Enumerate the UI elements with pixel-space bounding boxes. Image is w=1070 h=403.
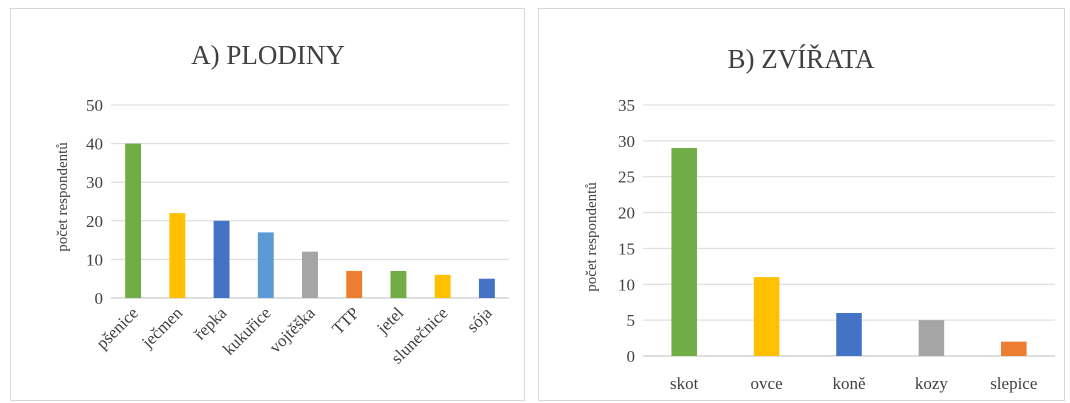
y-tick-label: 35 xyxy=(618,96,635,115)
x-tick-label: TTP xyxy=(328,303,363,338)
bar-vojtěška xyxy=(302,251,318,298)
bar-jetel xyxy=(390,270,407,298)
x-tick-label: ovce xyxy=(751,374,783,393)
bar-řepka xyxy=(213,220,230,298)
x-tick-label: vojtěška xyxy=(265,303,319,357)
y-tick-label: 25 xyxy=(618,168,635,187)
y-axis-label: počet respondentů xyxy=(584,182,600,292)
chart-panel-plodiny: A) PLODINY počet respondentů 0 10 20 30 40 50… xyxy=(10,8,525,401)
x-tick-label: ječmen xyxy=(137,303,186,352)
y-axis-label: počet respondentů xyxy=(55,142,71,252)
y-tick-label: 5 xyxy=(627,311,636,330)
y-tick-label: 40 xyxy=(86,135,103,154)
x-tick-label: slepice xyxy=(990,374,1037,393)
bar-pšenice xyxy=(125,143,142,298)
x-tick-label: sója xyxy=(463,303,496,336)
bar-ovce xyxy=(753,277,780,356)
y-tick-label: 15 xyxy=(618,239,635,258)
bar-kukuřice xyxy=(257,232,274,298)
y-tick-label: 50 xyxy=(86,96,103,115)
x-tick-label: kukuřice xyxy=(219,303,274,358)
x-tick-label: řepka xyxy=(190,303,230,343)
chart-panel-zvirata: B) ZVÍŘATA počet respondentů 0 5 10 15 20 25 3… xyxy=(538,8,1065,401)
chart-plodiny: A) PLODINY počet respondentů 0 10 20 30 40 50… xyxy=(55,40,509,368)
chart-title: B) ZVÍŘATA xyxy=(727,44,875,74)
bar-ječmen xyxy=(169,213,186,298)
x-tick-label: kozy xyxy=(915,374,949,393)
bar-slepice xyxy=(1001,341,1027,356)
bar-slunečnice xyxy=(434,274,451,298)
chart-zvirata: B) ZVÍŘATA počet respondentů 0 5 10 15 20 25 3… xyxy=(584,44,1055,393)
bar-kozy xyxy=(918,320,945,356)
x-tick-label: skot xyxy=(670,374,699,393)
x-tick-label: pšenice xyxy=(92,303,141,352)
bar-koně xyxy=(836,312,862,356)
y-tick-label: 10 xyxy=(86,250,103,269)
bar-skot xyxy=(671,148,697,356)
y-tick-label: 10 xyxy=(618,275,635,294)
chart-title: A) PLODINY xyxy=(191,40,345,70)
bar-TTP xyxy=(346,270,363,298)
y-tick-label: 0 xyxy=(95,289,104,308)
y-tick-label: 20 xyxy=(86,212,103,231)
bar-sója xyxy=(478,278,495,298)
y-tick-label: 30 xyxy=(86,173,103,192)
y-tick-label: 20 xyxy=(618,204,635,223)
y-tick-label: 0 xyxy=(627,347,636,366)
x-tick-label: koně xyxy=(832,374,865,393)
y-tick-label: 30 xyxy=(618,132,635,151)
x-tick-label: jetel xyxy=(372,303,407,338)
